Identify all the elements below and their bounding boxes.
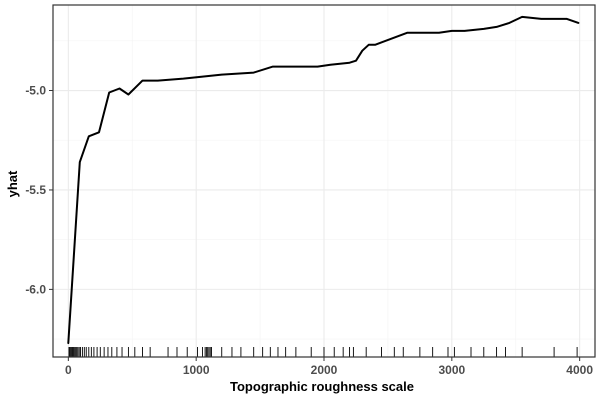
y-axis-title: yhat xyxy=(5,170,20,197)
x-tick-label: 1000 xyxy=(183,363,210,377)
x-tick-label: 4000 xyxy=(566,363,593,377)
axis-ticks: 0 1000 2000 3000 4000 -6.0 -5.5 -5.0 xyxy=(25,84,593,377)
y-tick-label: -6.0 xyxy=(25,282,46,296)
rug-marks xyxy=(68,347,578,357)
series-line xyxy=(67,15,580,345)
grid xyxy=(53,5,595,357)
series-line-group xyxy=(67,15,580,345)
y-tick-label: -5.5 xyxy=(25,183,46,197)
x-axis-title: Topographic roughness scale xyxy=(230,379,414,394)
y-tick-label: -5.0 xyxy=(25,84,46,98)
x-tick-label: 2000 xyxy=(311,363,338,377)
x-tick-label: 0 xyxy=(65,363,72,377)
x-tick-label: 3000 xyxy=(438,363,465,377)
